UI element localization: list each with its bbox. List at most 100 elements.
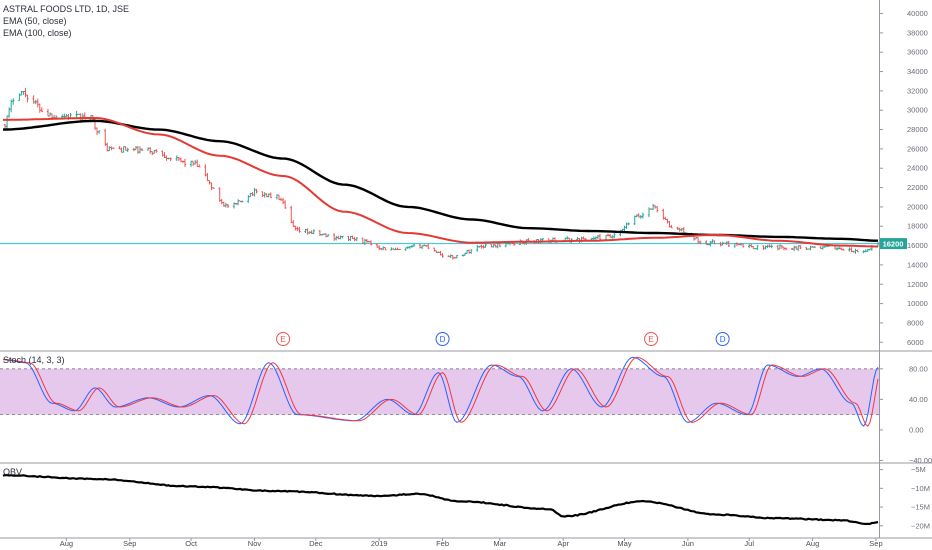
legend-stoch: Stoch (14, 3, 3) — [3, 355, 65, 365]
legend-obv: OBV — [3, 467, 22, 477]
price-bar — [484, 243, 487, 248]
price-bar — [140, 148, 144, 152]
price-bar — [770, 244, 773, 249]
event-marker-circle — [644, 332, 659, 346]
time-axis-label: Feb — [436, 539, 449, 548]
price-bar — [183, 158, 187, 167]
price-bar — [842, 248, 845, 251]
price-bar — [455, 254, 459, 259]
price-axis-label: 38000 — [907, 28, 928, 37]
price-bar — [598, 234, 602, 241]
price-bar — [441, 253, 444, 258]
price-bar — [799, 244, 802, 250]
price-bar — [754, 248, 757, 250]
price-axis-label: 28000 — [907, 125, 928, 134]
price-bar — [269, 192, 273, 199]
event-marker-circle — [435, 332, 450, 346]
price-axis-label: 24000 — [907, 164, 928, 173]
price-bar — [155, 149, 158, 153]
legend-ema100: EMA (100, close) — [3, 28, 72, 38]
price-bar — [369, 240, 373, 246]
time-axis-label: Sep — [123, 539, 136, 548]
stoch-axis-label: 40.00 — [909, 395, 928, 404]
obv-axis-label: −20M — [911, 521, 930, 530]
event-marker-circle — [715, 332, 730, 346]
dividend-marker[interactable]: D — [715, 332, 730, 346]
price-bar — [856, 249, 859, 253]
earnings-marker[interactable]: E — [276, 332, 291, 346]
time-axis-label: May — [617, 539, 631, 548]
price-bar — [97, 130, 101, 134]
obv-axis-label: −5M — [911, 465, 926, 474]
price-axis-label: 22000 — [907, 183, 928, 192]
time-axis-label: Sep — [869, 539, 882, 548]
price-bar — [226, 203, 230, 208]
price-bar — [126, 147, 129, 153]
price-bar — [12, 98, 15, 105]
last-price-tag: 16200 — [880, 238, 907, 250]
stoch-axis-label: 0.00 — [909, 425, 924, 434]
time-axis-label: Oct — [185, 539, 198, 548]
price-bar — [212, 187, 215, 189]
price-bar — [40, 107, 44, 113]
price-bar — [341, 235, 344, 239]
price-bar — [240, 200, 244, 203]
price-bar — [112, 147, 115, 149]
stoch-band — [0, 368, 879, 415]
price-bar — [627, 222, 630, 226]
price-axis-label: 40000 — [907, 9, 928, 18]
obv-axis-label: −10M — [911, 484, 930, 493]
price-bar — [469, 249, 473, 255]
obv-axis-label: −15M — [911, 503, 930, 512]
price-bar — [707, 244, 710, 246]
chart-title: ASTRAL FOODS LTD, 1D, JSE — [3, 4, 129, 14]
price-bar — [169, 157, 172, 162]
earnings-marker[interactable]: E — [644, 332, 659, 346]
price-axis-label: 8000 — [907, 318, 924, 327]
price-axis-label: 20000 — [907, 202, 928, 211]
price-bar — [298, 226, 301, 233]
price-bar — [713, 240, 716, 245]
time-axis-label: Apr — [557, 539, 569, 548]
price-bars — [3, 87, 880, 260]
time-axis-label: Mar — [493, 539, 506, 548]
price-axis-label: 10000 — [907, 299, 928, 308]
stoch-axis-label: −40.00 — [909, 456, 932, 465]
price-bar — [26, 94, 29, 103]
event-marker-label: E — [648, 335, 653, 344]
price-bar — [641, 212, 645, 219]
price-bar — [741, 243, 745, 248]
event-marker-circle — [276, 332, 291, 346]
last-price-label: 16200 — [883, 239, 904, 248]
price-bar — [312, 229, 315, 235]
stoch-axis-label: 80.00 — [909, 364, 928, 373]
price-bar — [784, 247, 788, 251]
price-bar — [656, 206, 659, 213]
time-axis-label: Nov — [248, 539, 262, 548]
price-bar — [384, 247, 387, 251]
price-axis-label: 26000 — [907, 144, 928, 153]
price-bar — [541, 238, 544, 241]
time-axis-label: Dec — [309, 539, 323, 548]
price-axis-label: 12000 — [907, 280, 928, 289]
event-marker-label: D — [440, 335, 446, 344]
price-axis-label: 6000 — [907, 338, 924, 347]
price-bar — [326, 234, 330, 237]
time-axis-label: Jul — [744, 539, 754, 548]
price-bar — [198, 164, 201, 168]
ema50-line — [3, 117, 878, 248]
legend-ema50: EMA (50, close) — [3, 16, 67, 26]
price-axis-label: 14000 — [907, 260, 928, 269]
dividend-marker[interactable]: D — [435, 332, 450, 346]
price-bar — [398, 248, 401, 250]
time-axis-label: Aug — [806, 539, 819, 548]
price-axis-label: 30000 — [907, 106, 928, 115]
time-axis-label: 2019 — [371, 539, 388, 548]
price-axis-label: 32000 — [907, 86, 928, 95]
price-bar — [498, 242, 501, 248]
price-bar — [77, 113, 80, 115]
price-axis-label: 16000 — [907, 241, 928, 250]
event-marker-label: E — [280, 335, 285, 344]
price-bar — [813, 246, 816, 248]
